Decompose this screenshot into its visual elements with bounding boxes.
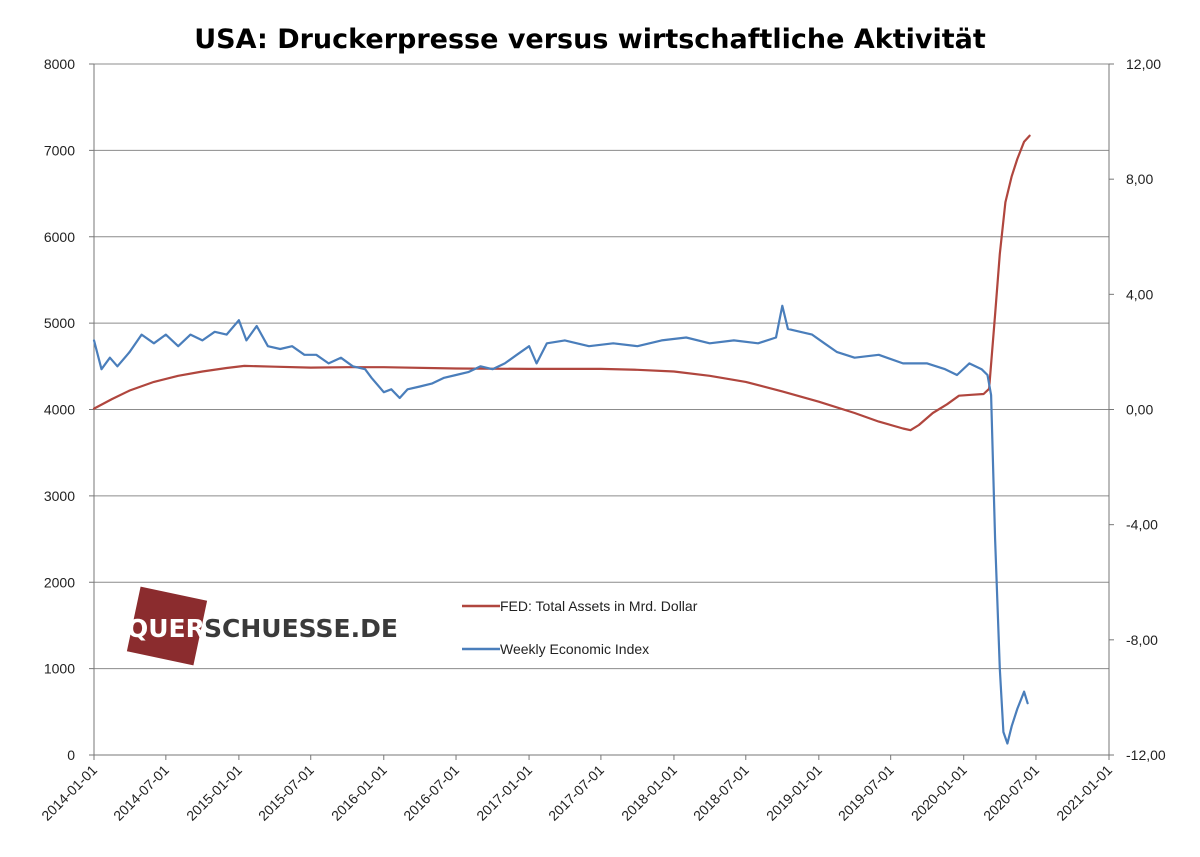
legend: FED: Total Assets in Mrd. Dollar Weekly … [462,598,698,657]
y-left-tick-label: 6000 [44,229,75,245]
series-line-weekly-economic-index [92,304,1029,745]
grid [94,63,1109,670]
y-right-tick-label: 8,00 [1126,171,1153,187]
chart-title: USA: Druckerpresse versus wirtschaftlich… [194,24,986,55]
y-left-tick-label: 2000 [44,574,75,590]
y-right-tick-label: 4,00 [1126,286,1153,302]
y-right-tick-label: -8,00 [1126,632,1158,648]
watermark-text-right: SCHUESSE.DE [204,614,398,643]
series-line-fed-total-assets [92,134,1031,432]
series-lines [92,134,1031,745]
y-axis-right-ticks: -12,00 -8,00 -4,00 0,00 4,00 8,00 12,00 [1109,56,1166,763]
y-axis-left-ticks: 0 1000 2000 3000 4000 5000 6000 7000 8000 [44,56,94,763]
y-right-tick-label: 0,00 [1126,402,1153,418]
y-right-tick-label: -12,00 [1126,747,1166,763]
y-right-tick-label: 12,00 [1126,56,1161,72]
watermark-logo: QUER SCHUESSE.DE [126,586,398,666]
legend-label-wei: Weekly Economic Index [500,641,649,657]
y-left-tick-label: 3000 [44,488,75,504]
y-right-tick-label: -4,00 [1126,517,1158,533]
watermark-text-left: QUER [127,614,205,643]
y-left-tick-label: 4000 [44,402,75,418]
y-left-tick-label: 0 [67,747,75,763]
watermark-block [126,586,208,666]
legend-label-fed: FED: Total Assets in Mrd. Dollar [500,598,698,614]
y-left-tick-label: 1000 [44,661,75,677]
y-left-tick-label: 5000 [44,315,75,331]
y-left-tick-label: 7000 [44,142,75,158]
y-left-tick-label: 8000 [44,56,75,72]
